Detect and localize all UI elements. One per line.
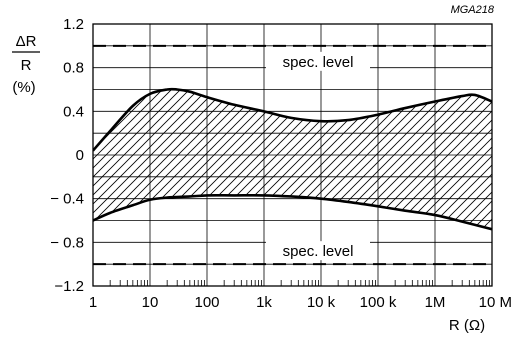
x-tick-label: 1k xyxy=(256,294,272,311)
spec-level-label-bg xyxy=(266,51,370,71)
y-axis-unit-label: (%) xyxy=(12,79,35,96)
spec-level-label: spec. level xyxy=(283,243,354,260)
y-axis-title: ΔR R (%) xyxy=(12,33,40,96)
spec-level-lines: spec. level spec. level xyxy=(93,44,492,266)
spec-level-label-bg xyxy=(266,241,370,261)
y-tick-label: − 0.8 xyxy=(50,234,84,251)
tolerance-curves xyxy=(93,87,492,231)
x-tick-label: 10 M xyxy=(479,294,512,311)
y-axis-delta-label: ΔR xyxy=(16,33,37,50)
x-tick-labels: 1 10 100 1k 10 k 100 k 1M 10 M xyxy=(89,294,512,311)
y-tick-labels: 1.2 0.8 0.4 0 − 0.4 − 0.8 −1.2 xyxy=(50,16,84,295)
tolerance-band-area xyxy=(93,89,492,230)
spec-level-label: spec. level xyxy=(283,54,354,71)
figure-code: MGA218 xyxy=(451,4,495,16)
x-axis-title: R (Ω) xyxy=(449,317,485,334)
y-tick-label: − 0.4 xyxy=(50,191,84,208)
x-tick-label: 1M xyxy=(425,294,446,311)
plot-border xyxy=(92,23,493,287)
x-tick-label: 10 xyxy=(142,294,159,311)
y-axis-denominator-label: R xyxy=(21,57,32,74)
y-tick-label: 0.4 xyxy=(63,103,84,120)
tolerance-band xyxy=(93,89,492,230)
x-tick-label: 1 xyxy=(89,294,97,311)
plot-frame xyxy=(92,23,493,287)
x-tick-label: 100 k xyxy=(360,294,397,311)
y-tick-label: 0 xyxy=(76,147,84,164)
y-tick-label: −1.2 xyxy=(54,278,84,295)
x-tick-label: 100 xyxy=(194,294,219,311)
y-tick-label: 1.2 xyxy=(63,16,84,33)
x-tick-label: 10 k xyxy=(307,294,336,311)
lower-limit-curve xyxy=(93,194,492,231)
upper-limit-curve xyxy=(93,87,492,152)
y-tick-label: 0.8 xyxy=(63,60,84,77)
